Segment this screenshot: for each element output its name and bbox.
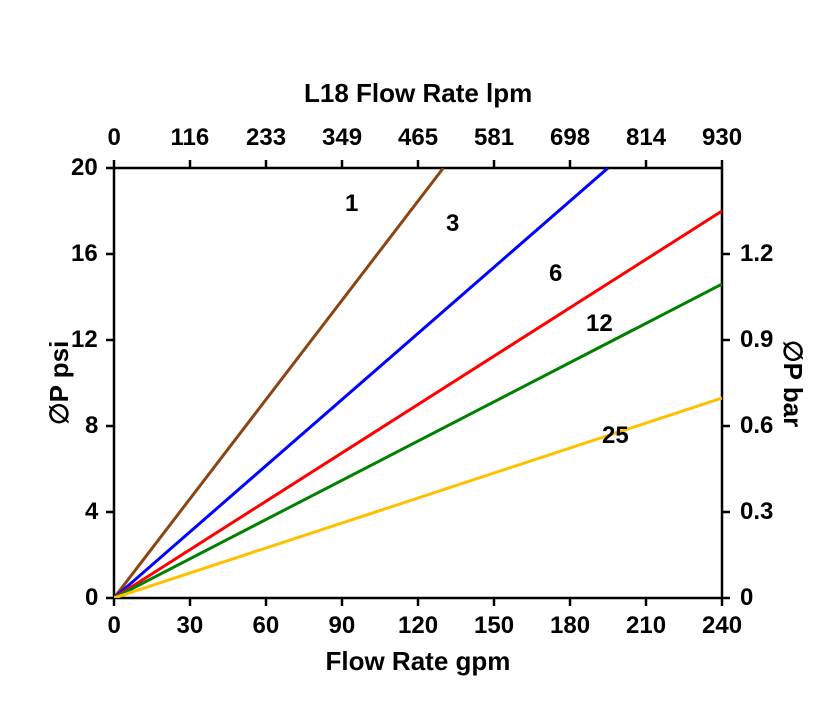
y-right-tick-0.9: 0.9 bbox=[740, 326, 773, 354]
series-line-25 bbox=[114, 398, 722, 598]
x-top-tick-349: 349 bbox=[322, 124, 362, 152]
y-right-tick-0.3: 0.3 bbox=[740, 498, 773, 526]
right-axis-title: ∅P bar bbox=[777, 340, 808, 427]
series-line-12 bbox=[114, 284, 722, 598]
y-left-tick-0: 0 bbox=[85, 584, 98, 612]
y-left-tick-4: 4 bbox=[85, 498, 98, 526]
x-top-tick-930: 930 bbox=[702, 124, 742, 152]
y-right-tick-0: 0 bbox=[740, 584, 753, 612]
x-top-tick-465: 465 bbox=[398, 124, 438, 152]
series-label-6: 6 bbox=[549, 260, 562, 288]
chart-root: { "chart": { "type": "line", "title_top"… bbox=[0, 0, 836, 702]
x-bottom-tick-210: 210 bbox=[626, 612, 666, 640]
x-bottom-tick-120: 120 bbox=[398, 612, 438, 640]
x-bottom-tick-240: 240 bbox=[702, 612, 742, 640]
x-bottom-tick-180: 180 bbox=[550, 612, 590, 640]
x-top-tick-0: 0 bbox=[108, 124, 121, 152]
x-top-tick-581: 581 bbox=[474, 124, 514, 152]
series-label-12: 12 bbox=[586, 310, 613, 338]
y-right-tick-0.6: 0.6 bbox=[740, 412, 773, 440]
x-top-tick-116: 116 bbox=[171, 124, 210, 152]
series-line-6 bbox=[114, 211, 722, 598]
y-left-tick-8: 8 bbox=[85, 412, 98, 440]
y-left-tick-12: 12 bbox=[71, 326, 98, 354]
y-right-tick-1.2: 1.2 bbox=[740, 240, 773, 268]
x-bottom-tick-30: 30 bbox=[177, 612, 204, 640]
top-axis-title: L18 Flow Rate lpm bbox=[304, 78, 532, 109]
x-top-tick-698: 698 bbox=[550, 124, 590, 152]
x-top-tick-233: 233 bbox=[246, 124, 286, 152]
y-left-tick-20: 20 bbox=[71, 154, 98, 182]
series-label-25: 25 bbox=[602, 422, 629, 450]
x-bottom-tick-150: 150 bbox=[474, 612, 514, 640]
series-line-1 bbox=[114, 168, 443, 598]
series-label-1: 1 bbox=[345, 190, 358, 218]
x-bottom-tick-90: 90 bbox=[329, 612, 356, 640]
x-bottom-tick-60: 60 bbox=[253, 612, 280, 640]
bottom-axis-title: Flow Rate gpm bbox=[326, 646, 511, 677]
x-top-tick-814: 814 bbox=[626, 124, 666, 152]
y-left-tick-16: 16 bbox=[71, 240, 98, 268]
series-label-3: 3 bbox=[446, 210, 459, 238]
series-line-3 bbox=[114, 168, 608, 598]
x-bottom-tick-0: 0 bbox=[108, 612, 121, 640]
